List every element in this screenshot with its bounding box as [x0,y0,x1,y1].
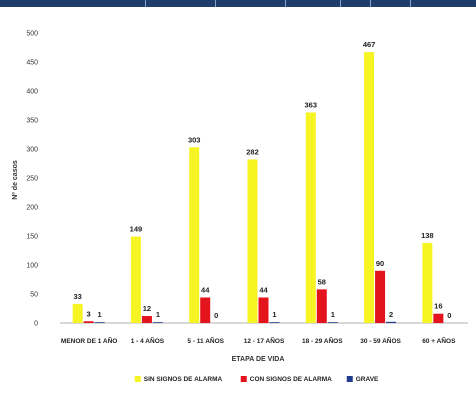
bar [83,321,94,323]
y-tick-label: 150 [26,234,38,241]
data-label: 90 [376,259,384,268]
legend-item: SIN SIGNOS DE ALARMA [144,376,223,383]
data-label: 1 [98,310,102,319]
legend-item: CON SIGNOS DE ALARMA [250,376,332,383]
legend-swatch [134,376,141,382]
data-label: 0 [447,311,451,320]
data-label: 33 [73,292,81,301]
data-label: 363 [305,100,318,109]
data-label: 3 [87,309,91,318]
bar [130,236,141,323]
bar [141,316,152,323]
bar [305,112,316,324]
data-label: 138 [421,231,434,240]
y-tick-label: 300 [26,147,38,154]
top-table-strip [0,0,476,7]
x-category-label: 5 - 11 AÑOS [187,336,224,345]
x-category-label: 30 - 59 AÑOS [360,336,401,345]
x-category-label: MENOR DE 1 AÑO [61,336,117,345]
x-category-label: 12 - 17 AÑOS [244,336,285,345]
bar [375,270,386,323]
bar [258,297,269,323]
data-label: 149 [130,225,143,234]
y-tick-label: 50 [30,292,38,299]
legend-swatch [346,376,353,382]
y-axis-label: Nº de casos [12,160,19,200]
legend-swatch [240,376,247,382]
data-label: 44 [201,285,210,294]
top-table-cell [145,0,216,7]
y-tick-label: 350 [26,118,38,125]
x-axis-categories: MENOR DE 1 AÑO 1 - 4 AÑOS 5 - 11 AÑOS 12 - … [61,336,456,345]
y-tick-label: 200 [26,205,38,212]
data-label: 1 [331,310,335,319]
data-label: 2 [389,310,393,319]
top-table-cell [340,0,371,7]
y-tick-label: 100 [26,263,38,270]
y-tick-label: 450 [26,60,38,67]
bar [364,52,375,323]
data-label: 0 [214,311,218,320]
bar [247,159,258,323]
x-category-label: 1 - 4 AÑOS [131,336,165,345]
bar [327,322,338,323]
bar [433,313,444,323]
data-label: 16 [434,302,442,311]
x-category-label: 60 + AÑOS [422,336,456,345]
y-tick-label: 0 [34,321,38,328]
x-axis-label: ETAPA DE VIDA [232,356,285,363]
y-tick-label: 400 [26,89,38,96]
data-label: 58 [318,277,326,286]
data-label: 12 [143,304,151,313]
x-category-label: 18 - 29 AÑOS [302,336,343,345]
bar [200,297,211,323]
data-label: 1 [156,310,160,319]
bar [386,321,397,323]
data-label: 467 [363,40,376,49]
bar [269,322,280,323]
legend-item: GRAVE [356,376,379,383]
data-label: 1 [272,310,276,319]
bar [189,147,200,323]
top-table-cell [285,0,341,7]
bar [94,322,105,323]
bar [316,289,327,323]
bar [152,322,163,323]
bar [72,303,83,323]
y-axis-ticks: 0 50 100 150 200 250 300 350 400 450 500 [26,31,38,328]
y-tick-label: 500 [26,31,38,38]
data-label: 303 [188,135,201,144]
top-table-cell [0,0,146,7]
data-label: 282 [246,147,259,156]
legend: SIN SIGNOS DE ALARMA CON SIGNOS DE ALARMA… [134,376,379,383]
y-tick-label: 250 [26,176,38,183]
bar [422,242,433,323]
top-table-cell [370,0,411,7]
top-table-cell [215,0,286,7]
data-label: 44 [259,285,268,294]
